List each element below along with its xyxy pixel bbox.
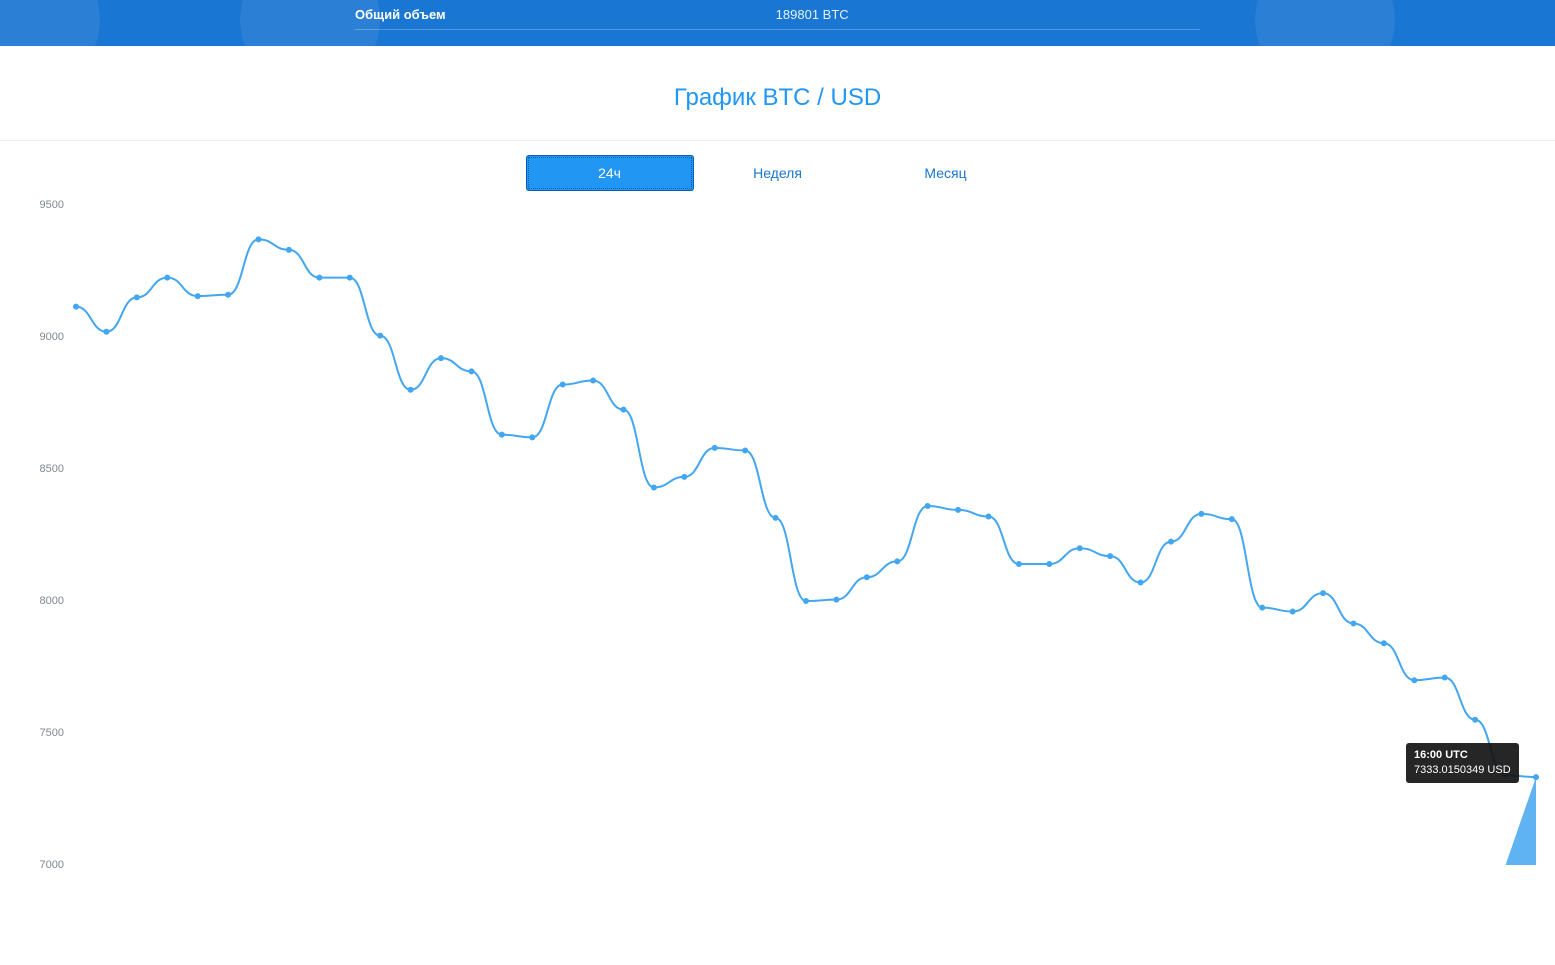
price-chart[interactable]: 950090008500800075007000 16:00 UTC 7333.… (18, 205, 1537, 865)
watermark-circle (1255, 0, 1395, 46)
banner-stat-row: Общий объем 189801 BTC (355, 0, 1200, 30)
banner-stat-label: Общий объем (355, 7, 446, 22)
y-tick-label: 8000 (40, 595, 64, 607)
chart-plot-area (76, 205, 1536, 865)
range-tab-24h[interactable]: 24ч (526, 155, 694, 191)
y-tick-label: 9000 (40, 331, 64, 343)
chart-title: График BTC / USD (0, 46, 1555, 140)
watermark-circle (0, 0, 100, 46)
range-tab-month[interactable]: Месяц (862, 155, 1030, 191)
banner-stat-value: 189801 BTC (776, 7, 849, 22)
y-tick-label: 7500 (40, 727, 64, 739)
y-tick-label: 8500 (40, 463, 64, 475)
top-banner: Общий объем 189801 BTC (0, 0, 1555, 46)
range-tab-week[interactable]: Неделя (694, 155, 862, 191)
chart-y-axis: 950090008500800075007000 (18, 205, 70, 865)
range-tabs: 24ч Неделя Месяц (0, 141, 1555, 197)
y-tick-label: 7000 (40, 859, 64, 871)
y-tick-label: 9500 (40, 199, 64, 211)
